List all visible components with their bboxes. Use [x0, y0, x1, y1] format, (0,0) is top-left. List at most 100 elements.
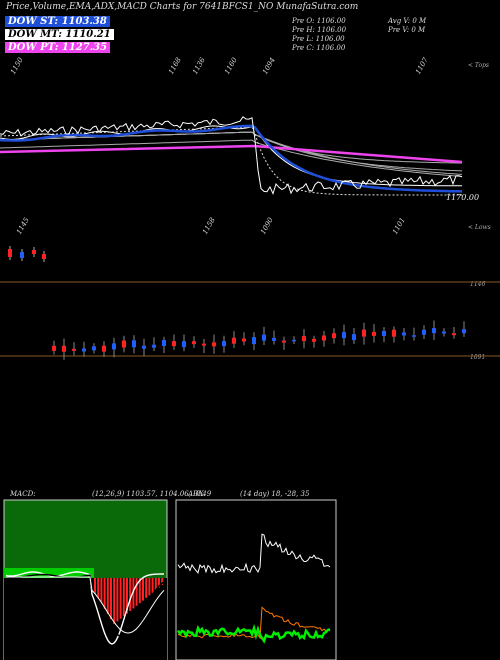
- close-price-line: [0, 116, 463, 196]
- dow-pt-label: DOW PT: 1127.35: [5, 42, 111, 53]
- volume-candle-26: [302, 336, 306, 342]
- prev-low: Pre L: 1106.00: [292, 35, 345, 43]
- mini-candle-3: [32, 250, 36, 254]
- macd-hist-4: [103, 578, 106, 609]
- volume-candle-16: [202, 343, 206, 346]
- volume-candle-7: [112, 343, 116, 350]
- volume-candle-17: [212, 342, 216, 347]
- prev-close: Pre C: 1106.00: [292, 44, 346, 52]
- volume-candle-34: [382, 330, 386, 336]
- volume-candle-1: [52, 345, 56, 351]
- volume-candle-13: [172, 341, 176, 347]
- ema-magenta: [0, 144, 463, 164]
- adx-values: (14 day) 18, -28, 35: [240, 490, 310, 498]
- volume-lower-label: 1091: [470, 354, 486, 361]
- mini-candle-1: [8, 249, 12, 257]
- volume-candle-31: [352, 334, 356, 341]
- macd-hist-20: [154, 578, 157, 591]
- volume-candle-32: [362, 329, 366, 337]
- macd-signal: [5, 573, 165, 639]
- volume-candle-9: [132, 340, 136, 348]
- macd-hist-15: [138, 578, 141, 604]
- volume-candles: [52, 320, 466, 360]
- macd-hist-7: [113, 578, 116, 624]
- volume-candle-6: [102, 345, 106, 352]
- lows-label: < Lows: [468, 224, 491, 231]
- volume-candle-39: [432, 328, 436, 334]
- volume-candle-20: [242, 338, 246, 342]
- volume-candle-25: [292, 339, 296, 342]
- volume-candle-40: [442, 331, 446, 334]
- chart-title: Price,Volume,EMA,ADX,MACD Charts for 764…: [6, 2, 359, 12]
- volume-candle-3: [72, 348, 76, 351]
- adx-plot: [176, 533, 331, 644]
- mini-candle-2: [20, 252, 24, 258]
- macd-line: [5, 571, 164, 645]
- dow-mt-label: DOW MT: 1110.21: [5, 29, 114, 40]
- dow-st-label: DOW ST: 1103.38: [5, 16, 110, 27]
- volume-candle-23: [272, 337, 276, 341]
- ema-grey-3: [0, 131, 463, 175]
- volume-upper-label: 1146: [470, 281, 486, 288]
- adx-line: [177, 533, 331, 574]
- volume-candle-22: [262, 334, 266, 341]
- volume-candle-18: [222, 341, 226, 347]
- volume-candle-24: [282, 340, 286, 343]
- prev-open: Pre O: 1106.00: [292, 17, 346, 25]
- macd-hist-6: [110, 578, 112, 619]
- macd-hist-8: [116, 578, 119, 622]
- prev-volume: Pre V: 0 M: [388, 26, 426, 34]
- macd-hist-14: [135, 578, 138, 606]
- macd-hist-2: [97, 578, 100, 599]
- macd-hist-3: [100, 578, 103, 604]
- volume-candle-30: [342, 332, 346, 339]
- volume-candle-10: [142, 345, 146, 349]
- volume-candle-8: [122, 340, 126, 348]
- macd-plot: [4, 568, 165, 645]
- macd-hist-18: [148, 578, 151, 596]
- macd-up-band: [4, 568, 94, 578]
- macd-label: MACD:: [10, 490, 36, 498]
- macd-hist-13: [132, 578, 135, 609]
- macd-hist-9: [119, 578, 122, 619]
- macd-hist-17: [145, 578, 148, 598]
- tops-label: < Tops: [468, 62, 490, 69]
- macd-hist-11: [126, 578, 128, 614]
- volume-candle-5: [92, 346, 96, 351]
- volume-candle-33: [372, 331, 376, 336]
- volume-candle-19: [232, 337, 236, 344]
- volume-candle-37: [412, 335, 416, 337]
- macd-hist-5: [106, 578, 109, 614]
- ema-blue: [0, 124, 463, 193]
- adx-label: ADX: [188, 490, 204, 498]
- volume-candle-14: [182, 341, 186, 348]
- volume-candle-42: [462, 329, 466, 334]
- macd-hist-10: [122, 578, 125, 617]
- macd-hist-19: [151, 578, 154, 593]
- mini-candle-4: [42, 254, 46, 259]
- mini-candles: [8, 246, 46, 262]
- last-price-label: 1170.00: [446, 193, 480, 202]
- macd-values: (12,26,9) 1103.57, 1104.06, -0.49: [92, 490, 212, 498]
- volume-candle-27: [312, 338, 316, 342]
- volume-candle-35: [392, 329, 396, 337]
- macd-hist-21: [158, 578, 160, 588]
- ema-dotted: [0, 126, 462, 196]
- volume-candle-2: [62, 345, 66, 352]
- volume-candle-4: [82, 348, 86, 352]
- macd-hist-1: [94, 578, 96, 594]
- volume-candle-15: [192, 341, 196, 345]
- volume-candle-12: [162, 340, 166, 347]
- avg-volume: Avg V: 0 M: [388, 17, 427, 25]
- ema-grey-4: [0, 139, 463, 177]
- prev-high: Pre H: 1106.00: [292, 26, 347, 34]
- volume-candle-28: [322, 335, 326, 341]
- adx-minus-di: [177, 606, 331, 640]
- volume-candle-41: [452, 333, 456, 336]
- macd-signal-2: [6, 576, 165, 634]
- volume-candle-29: [332, 333, 336, 339]
- adx-plus-di: [176, 623, 331, 644]
- volume-candle-38: [422, 329, 426, 335]
- macd-hist-12: [129, 578, 132, 611]
